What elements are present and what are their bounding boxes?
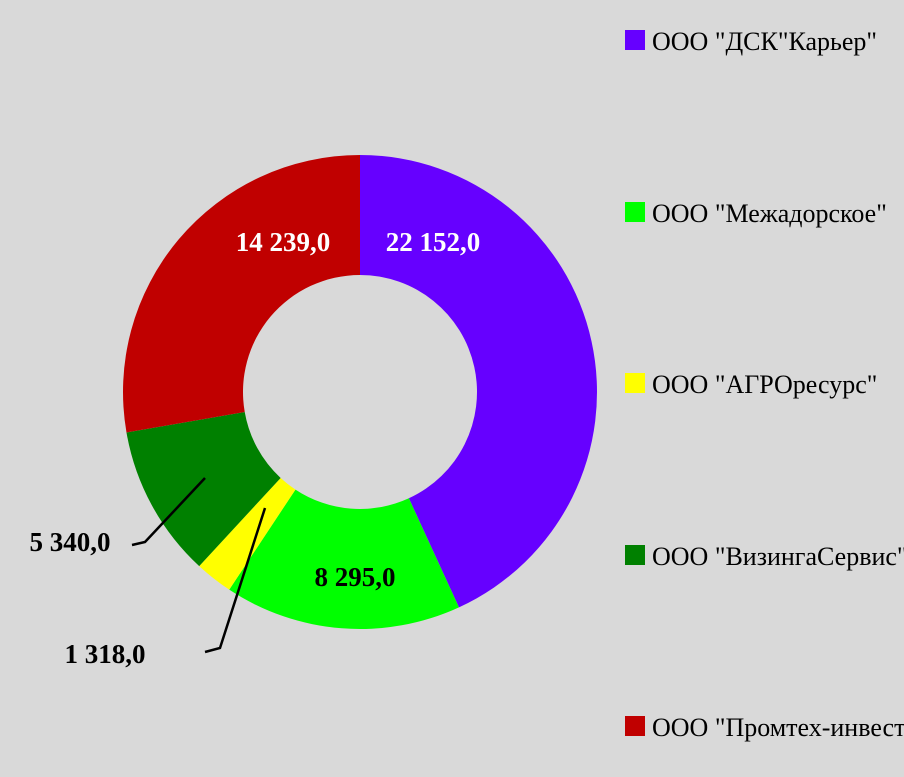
donut-slice bbox=[360, 155, 598, 608]
legend-label: ООО "Промтех-инвест" bbox=[652, 713, 904, 742]
legend-label: ООО "Межадорское" bbox=[652, 199, 887, 228]
donut-slice bbox=[229, 489, 459, 629]
legend-label: ООО "ДСК"Карьер" bbox=[652, 27, 878, 56]
legend-label: ООО "ВизингаСервис" bbox=[652, 542, 904, 571]
data-label: 22 152,0 bbox=[386, 227, 481, 257]
data-label: 8 295,0 bbox=[315, 562, 396, 592]
data-label: 14 239,0 bbox=[236, 227, 331, 257]
legend-label: ООО "АГРОресурс" bbox=[652, 370, 878, 399]
data-label: 5 340,0 bbox=[30, 527, 111, 557]
leader-line bbox=[131, 477, 206, 547]
legend-swatch bbox=[625, 545, 645, 565]
donut-slice bbox=[199, 477, 296, 590]
legend-swatch bbox=[625, 30, 645, 50]
legend-swatch bbox=[625, 373, 645, 393]
legend-swatch bbox=[625, 716, 645, 736]
donut-slice bbox=[123, 155, 360, 433]
leader-line bbox=[204, 507, 267, 654]
legend-swatch bbox=[625, 202, 645, 222]
data-label: 1 318,0 bbox=[65, 639, 146, 669]
donut-slice bbox=[126, 411, 281, 567]
